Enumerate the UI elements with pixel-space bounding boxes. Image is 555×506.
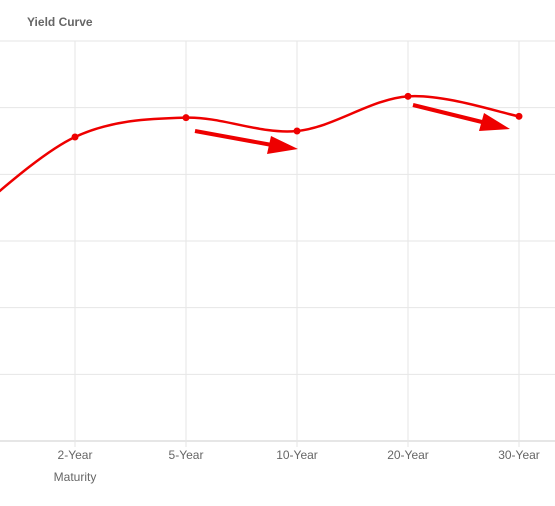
x-tick-label: 2-Year — [58, 448, 93, 462]
point — [404, 92, 412, 100]
plot — [0, 92, 523, 193]
x-tick-label: 5-Year — [169, 448, 204, 462]
arrow-head — [267, 136, 298, 154]
point — [182, 114, 190, 122]
annotations — [194, 103, 510, 154]
point — [293, 127, 301, 135]
grid: 2-Year 5-Year 10-Year 20-Year 30-Year — [0, 40, 555, 462]
point — [515, 112, 523, 120]
line — [0, 94, 520, 193]
arrow-shaft — [194, 129, 273, 147]
x-tick-label: 20-Year — [387, 448, 429, 462]
x-axis-title: Maturity — [54, 470, 97, 484]
x-tick-label: 10-Year — [276, 448, 318, 462]
chart-title: Yield Curve — [27, 15, 93, 29]
point — [71, 133, 79, 141]
arrow-head — [479, 113, 510, 131]
x-tick-label: 30-Year — [498, 448, 540, 462]
arrow-shaft — [412, 103, 483, 124]
